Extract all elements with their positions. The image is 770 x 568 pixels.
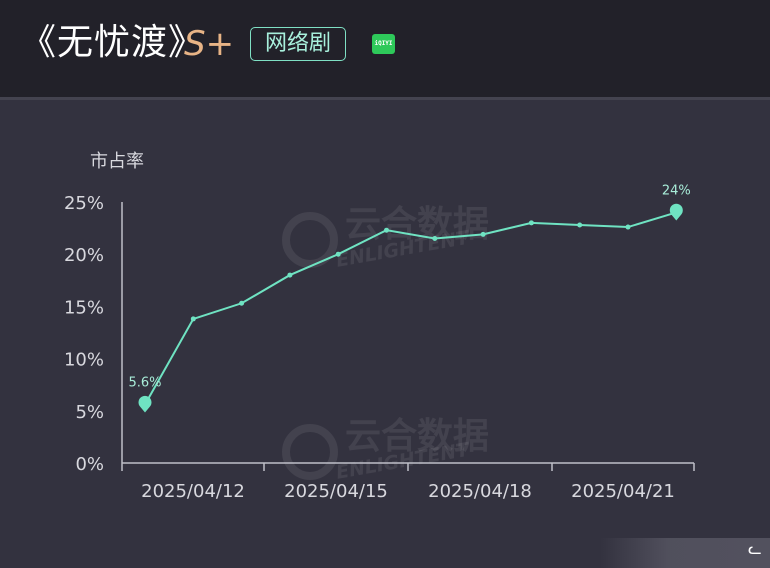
data-point	[287, 272, 293, 278]
drama-title: 《无忧渡》	[20, 22, 206, 63]
y-tick-label: 0%	[75, 454, 104, 475]
series-line	[144, 211, 677, 406]
grade-label: S+	[184, 24, 235, 64]
y-tick-label: 20%	[64, 245, 104, 266]
header-bar: 《无忧渡》 S+ 网络剧 iQIYI	[0, 0, 770, 100]
y-axis-title: 市占率	[90, 151, 144, 172]
data-point	[239, 300, 245, 306]
data-point	[480, 231, 486, 237]
data-point	[528, 220, 534, 226]
data-point	[432, 236, 438, 242]
pin-marker-icon	[138, 395, 152, 413]
x-tick-label: 2025/04/12	[141, 481, 245, 502]
data-point	[625, 224, 631, 230]
footer-watermark-band	[600, 538, 770, 568]
y-tick-label: 15%	[64, 297, 104, 318]
y-tick-label: 10%	[64, 350, 104, 371]
x-tick-label: 2025/04/18	[428, 481, 532, 502]
watermark-text-cn: 云合数据	[345, 416, 489, 457]
y-tick-label: 5%	[75, 402, 104, 423]
data-point	[335, 251, 341, 257]
data-label: 5.6%	[128, 376, 161, 391]
category-tag: 网络剧	[250, 27, 346, 61]
data-label: 24%	[662, 183, 691, 198]
data-point	[384, 227, 389, 233]
pin-marker-icon	[669, 203, 683, 221]
watermark-logo-icon	[282, 212, 338, 268]
data-point	[577, 222, 583, 228]
footer-glyph: ᓚ	[748, 539, 762, 558]
x-tick-label: 2025/04/15	[284, 481, 388, 502]
x-tick-label: 2025/04/21	[571, 481, 675, 502]
watermark-logo-icon	[282, 424, 338, 480]
data-point	[190, 316, 196, 322]
y-tick-label: 25%	[64, 193, 104, 214]
iqiyi-logo-icon: iQIYI	[372, 34, 395, 54]
